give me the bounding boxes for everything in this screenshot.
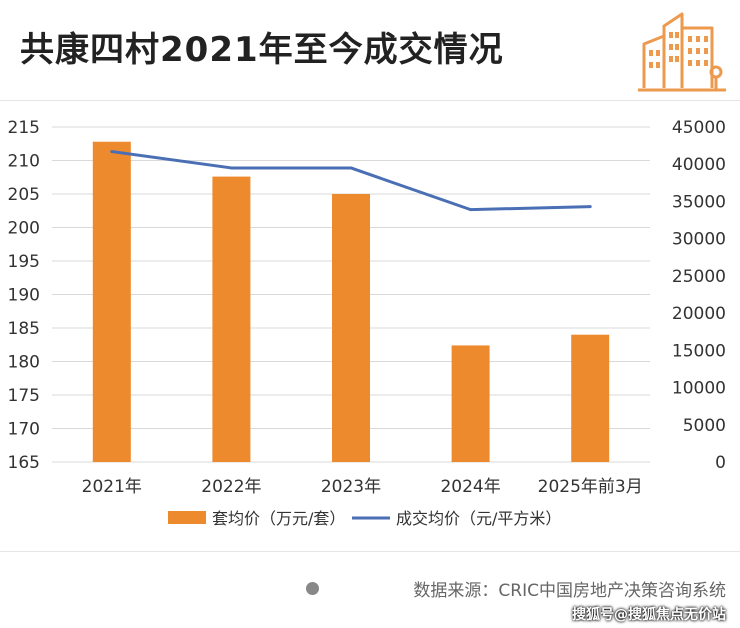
y-left-tick-label: 210 <box>8 152 40 172</box>
x-tick-label: 2022年 <box>201 477 261 497</box>
watermark-credit: 搜狐号@搜狐焦点无价站 <box>572 607 726 623</box>
x-tick-label: 2023年 <box>321 477 381 497</box>
combo-chart: 165 170 175 180 185 190 195 200 205 210 215 0 5000 10… <box>8 118 726 528</box>
y-left-tick-label: 190 <box>8 286 40 306</box>
source-note: 数据来源：CRIC中国房地产决策咨询系统 <box>413 581 726 601</box>
buildings-icon <box>638 12 726 92</box>
y-left-tick-label: 215 <box>8 118 40 138</box>
line-point <box>588 205 592 209</box>
y-right-tick-label: 45000 <box>672 118 726 138</box>
y-right-tick-label: 25000 <box>672 267 726 287</box>
legend-label-line: 成交均价（元/平方米） <box>396 509 561 528</box>
source-bullet <box>306 582 319 595</box>
y-right-tick-label: 10000 <box>672 379 726 399</box>
line-point <box>229 166 233 170</box>
y-left-tick-label: 170 <box>8 420 40 440</box>
y-right-tick-label: 35000 <box>672 192 726 212</box>
x-tick-label: 2021年 <box>82 477 142 497</box>
y-right-tick-label: 40000 <box>672 155 726 175</box>
line-point <box>349 166 353 170</box>
y-left-tick-label: 185 <box>8 319 40 339</box>
bar <box>212 176 251 462</box>
y-left-tick-label: 165 <box>8 453 40 473</box>
y-left-tick-label: 175 <box>8 386 40 406</box>
legend-swatch-bar <box>168 511 206 524</box>
chart-area: 165 170 175 180 185 190 195 200 205 210 215 0 5000 10… <box>0 100 740 552</box>
bar <box>92 141 131 463</box>
line-point <box>469 208 473 212</box>
page-title: 共康四村2021年至今成交情况 <box>20 30 504 70</box>
bar <box>571 334 610 462</box>
y-right-tick-label: 0 <box>715 453 726 473</box>
bar <box>451 345 490 462</box>
y-right-tick-label: 5000 <box>683 416 726 436</box>
y-left-tick-label: 180 <box>8 353 40 373</box>
y-left-tick-label: 200 <box>8 219 40 239</box>
y-right-tick-label: 20000 <box>672 304 726 324</box>
bar <box>332 194 370 462</box>
x-tick-label: 2025年前3月 <box>538 477 643 497</box>
line-point <box>110 150 114 154</box>
y-right-tick-label: 15000 <box>672 341 726 361</box>
legend-label-bar: 套均价（万元/套） <box>212 509 345 528</box>
y-left-tick-label: 205 <box>8 185 40 205</box>
y-left-tick-label: 195 <box>8 252 40 272</box>
x-tick-label: 2024年 <box>440 477 500 497</box>
y-right-tick-label: 30000 <box>672 230 726 250</box>
